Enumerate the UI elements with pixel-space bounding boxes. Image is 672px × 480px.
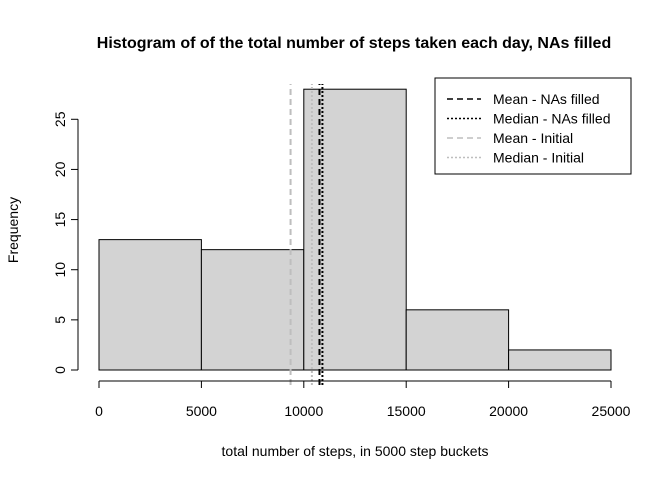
legend-label: Median - NAs filled xyxy=(493,111,611,127)
x-tick-label: 20000 xyxy=(489,403,528,419)
legend: Mean - NAs filled Median - NAs filled Mean… xyxy=(434,77,632,175)
y-axis-label: Frequency xyxy=(5,197,21,263)
histogram-bar xyxy=(303,88,407,371)
y-tick-label: 25 xyxy=(52,111,68,127)
reference-lines-group xyxy=(289,84,324,385)
histogram-bar xyxy=(98,239,202,371)
y-tick-label: 10 xyxy=(52,262,68,278)
x-tick-label: 5000 xyxy=(186,403,217,419)
legend-label: Median - Initial xyxy=(493,150,584,166)
x-tick-label: 0 xyxy=(95,403,103,419)
histogram-bar xyxy=(200,249,305,371)
y-axis: 0 5 10 15 20 25 xyxy=(52,111,79,374)
y-tick-label: 15 xyxy=(52,212,68,228)
x-tick-label: 10000 xyxy=(284,403,323,419)
x-tick-label: 25000 xyxy=(592,403,631,419)
bars-group xyxy=(98,88,612,371)
y-tick-label: 20 xyxy=(52,161,68,177)
x-axis: 0 5000 10000 15000 20000 25000 xyxy=(95,380,631,419)
chart-title: Histogram of of the total number of step… xyxy=(97,35,611,52)
x-tick-label: 15000 xyxy=(387,403,426,419)
x-axis-label: total number of steps, in 5000 step buck… xyxy=(222,443,489,459)
legend-label: Mean - NAs filled xyxy=(493,91,600,107)
y-tick-label: 5 xyxy=(52,316,68,324)
histogram-bar xyxy=(405,309,510,371)
y-tick-label: 0 xyxy=(52,366,68,374)
legend-label: Mean - Initial xyxy=(493,130,573,146)
histogram-bar xyxy=(508,349,612,371)
